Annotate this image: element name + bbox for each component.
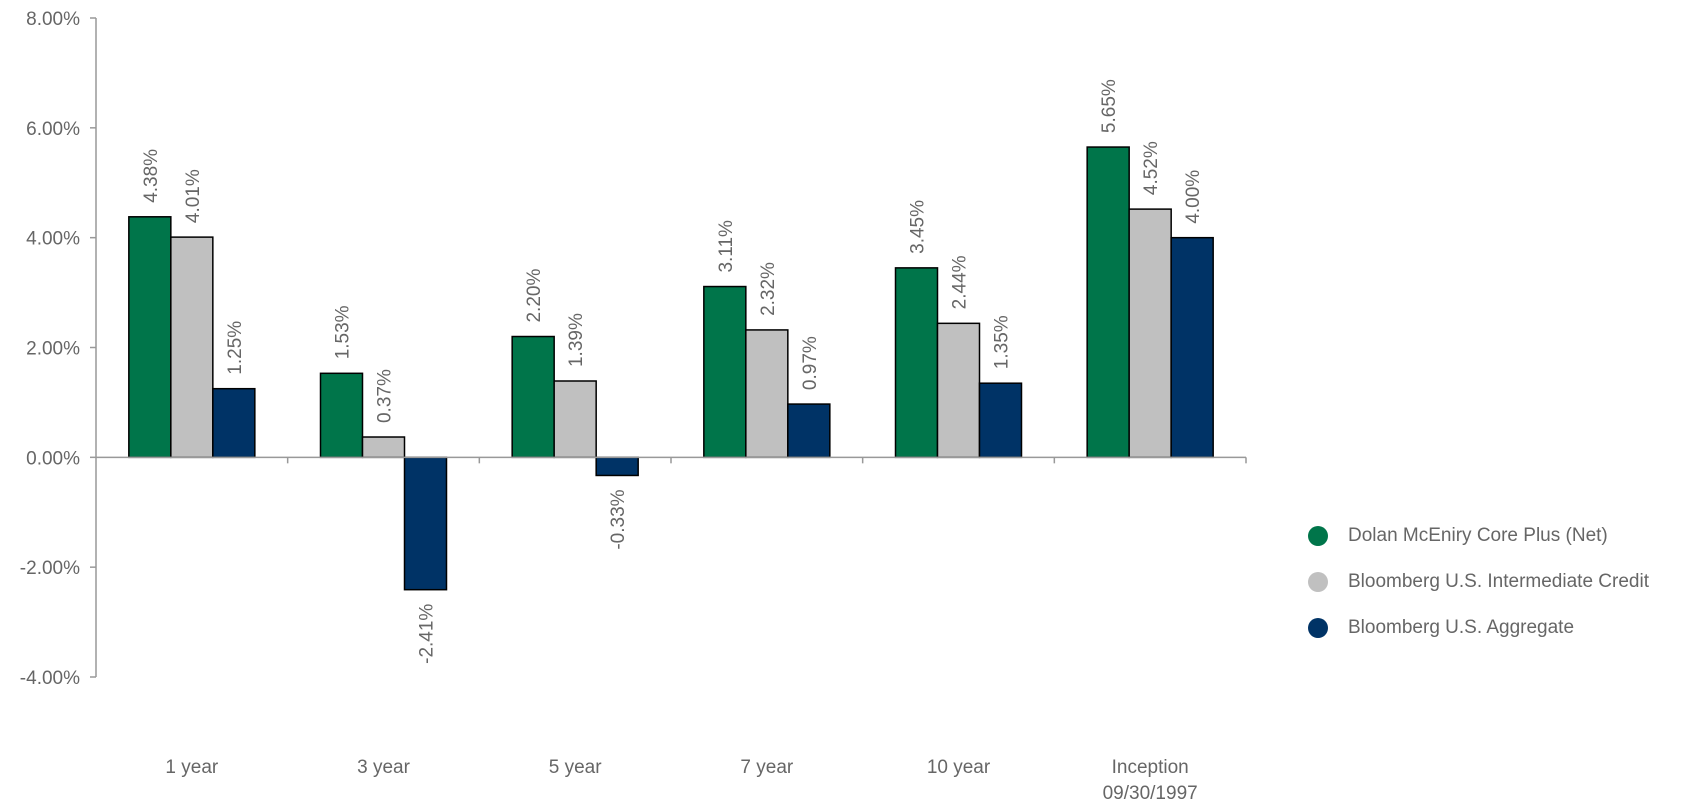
legend-item: Bloomberg U.S. Intermediate Credit xyxy=(1308,559,1649,605)
y-tick-label: 6.00% xyxy=(26,119,80,140)
bar xyxy=(745,329,789,459)
legend-label: Dolan McEniry Core Plus (Net) xyxy=(1348,525,1608,546)
data-label: 2.32% xyxy=(758,262,779,316)
data-label: 4.38% xyxy=(141,149,162,203)
data-label: 2.20% xyxy=(524,269,545,323)
legend-item: Bloomberg U.S. Aggregate xyxy=(1308,605,1649,651)
bar xyxy=(212,387,256,459)
data-label: -2.41% xyxy=(417,604,438,664)
legend-swatch-icon xyxy=(1308,572,1328,592)
data-label: 1.25% xyxy=(225,321,246,375)
legend-label: Bloomberg U.S. Aggregate xyxy=(1348,617,1575,638)
bar xyxy=(128,216,172,459)
bar xyxy=(595,456,639,477)
y-tick-label: -2.00% xyxy=(20,558,80,579)
bar xyxy=(1086,146,1130,459)
bar xyxy=(894,267,939,459)
bar xyxy=(936,322,981,459)
legend-label: Bloomberg U.S. Intermediate Credit xyxy=(1348,571,1649,592)
bar xyxy=(978,382,1023,459)
y-tick-label: 4.00% xyxy=(26,229,80,250)
data-label: 3.45% xyxy=(908,200,929,254)
data-label: 0.97% xyxy=(800,336,821,390)
bar xyxy=(319,372,364,459)
data-label: -0.33% xyxy=(608,489,629,549)
data-label: 4.00% xyxy=(1183,170,1204,224)
legend: Dolan McEniry Core Plus (Net) Bloomberg U… xyxy=(1308,513,1649,651)
data-label: 5.65% xyxy=(1099,79,1120,133)
bar xyxy=(553,380,597,459)
legend-swatch-icon xyxy=(1308,618,1328,638)
x-category-label: Inception xyxy=(1112,757,1189,778)
data-label: 3.11% xyxy=(716,220,737,273)
x-category-label: 1 year xyxy=(165,757,218,778)
data-label: 2.44% xyxy=(950,255,971,309)
legend-swatch-icon xyxy=(1308,526,1328,546)
y-tick-label: 0.00% xyxy=(26,448,80,469)
bar xyxy=(511,335,555,459)
bar xyxy=(403,456,448,591)
x-category-label: 5 year xyxy=(549,757,602,778)
bar xyxy=(787,403,831,459)
bar xyxy=(1170,236,1214,459)
x-category-label: 09/30/1997 xyxy=(1103,783,1198,799)
bar xyxy=(361,436,406,459)
data-label: 1.35% xyxy=(992,315,1013,369)
bar xyxy=(170,236,214,459)
y-tick-label: 8.00% xyxy=(26,9,80,30)
x-category-label: 3 year xyxy=(357,757,410,778)
bar xyxy=(1128,208,1172,459)
y-tick-label: -4.00% xyxy=(20,668,80,689)
data-label: 0.37% xyxy=(375,369,396,423)
x-category-label: 7 year xyxy=(740,757,793,778)
data-label: 1.39% xyxy=(566,313,587,367)
data-label: 4.52% xyxy=(1141,141,1162,195)
x-category-label: 10 year xyxy=(927,757,991,778)
y-tick-label: 2.00% xyxy=(26,339,80,360)
data-label: 1.53% xyxy=(333,305,354,359)
bar xyxy=(703,285,747,459)
data-label: 4.01% xyxy=(183,169,204,223)
legend-item: Dolan McEniry Core Plus (Net) xyxy=(1308,513,1649,559)
